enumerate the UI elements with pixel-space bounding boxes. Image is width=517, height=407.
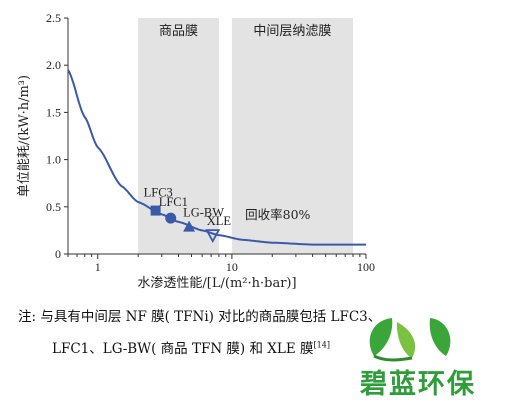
y-tick-label: 2.0	[46, 58, 61, 72]
point-lfc1-marker	[165, 212, 177, 224]
x-axis-title: 水渗透性能/[L/(m²·h·bar)]	[137, 276, 296, 291]
region-label: 中间层纳滤膜	[253, 24, 331, 39]
y-tick-label: 1.5	[46, 105, 61, 119]
y-tick-label: 0	[55, 247, 61, 261]
y-axis-title: 单位能耗/(kW·h/m³)	[17, 75, 32, 197]
x-tick-label: 10	[226, 260, 238, 274]
region-band	[231, 18, 354, 254]
leaf-logo-icon	[369, 318, 451, 362]
reference-mark: [14]	[313, 340, 330, 350]
x-tick-label: 100	[357, 260, 375, 274]
y-tick-label: 2.5	[46, 11, 61, 25]
watermark-text: 碧蓝环保	[360, 369, 476, 400]
recovery-rate-annotation: 回收率80%	[245, 207, 310, 222]
x-tick-label: 1	[95, 260, 101, 274]
y-tick-label: 1.0	[46, 153, 61, 167]
point-lg-bw-marker	[183, 220, 196, 232]
y-tick-label: 0.5	[46, 200, 61, 214]
figure-note-line-2: LFC1、LG-BW( 商品 TFN 膜) 和 XLE 膜[14]	[52, 340, 330, 358]
region-label: 商品膜	[159, 24, 198, 39]
point-xle-label: XLE	[207, 214, 232, 228]
energy-vs-permeability-chart: 商品膜 中间层纳滤膜 0 0.5 1.0 1.5 2.0 2.5 1 10 100 水渗透性能/[L…	[17, 11, 375, 291]
point-lfc1-label: LFC1	[159, 195, 188, 209]
point-lfc3-marker	[150, 205, 161, 216]
point-xle-marker	[205, 229, 221, 243]
point-lg-bw-label: LG-BW	[183, 206, 224, 220]
figure-note-line-1: 注: 与具有中间层 NF 膜( TFNi) 对比的商品膜包括 LFC3、	[18, 309, 382, 325]
point-lfc3-label: LFC3	[144, 186, 173, 200]
